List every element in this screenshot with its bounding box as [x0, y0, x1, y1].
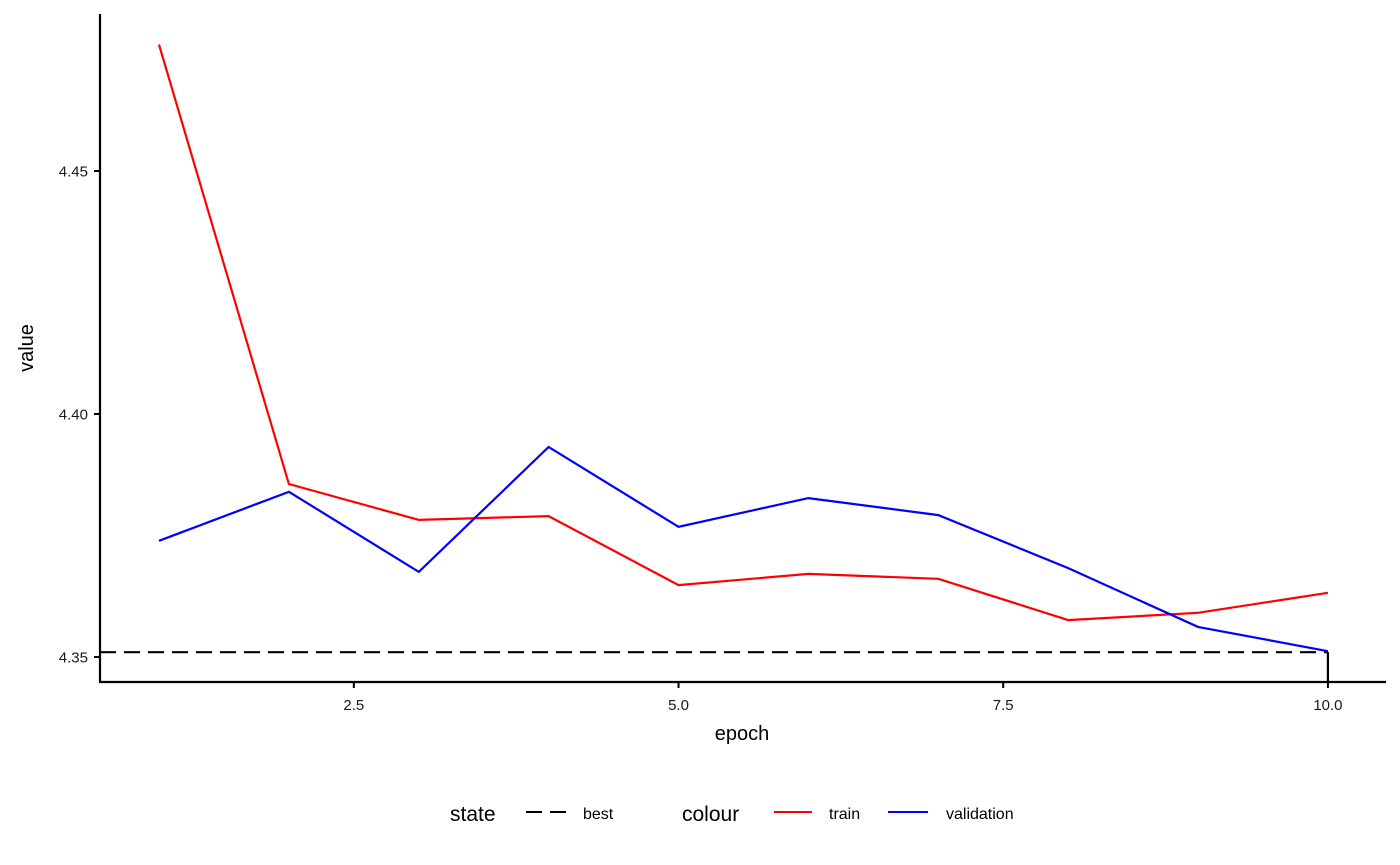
legend-label-train: train: [829, 806, 860, 823]
x-tick-label: 2.5: [343, 697, 364, 714]
best-marker-lines: [100, 651, 1330, 682]
legend-title-state: state: [450, 803, 496, 826]
x-tick-label: 5.0: [668, 697, 689, 714]
legend: state best colour train validation: [450, 803, 1014, 826]
legend-title-colour: colour: [682, 803, 739, 826]
x-axis-title: epoch: [715, 723, 770, 745]
series-line-train: [157, 44, 1329, 622]
y-tick-label: 4.35: [59, 650, 88, 667]
axes: 4.35 4.40 4.45 2.5 5.0 7.5 10.0: [59, 14, 1386, 714]
legend-label-best: best: [583, 806, 614, 823]
y-ticks: 4.35 4.40 4.45: [59, 164, 100, 667]
y-tick-label: 4.40: [59, 407, 88, 424]
y-axis-title: value: [16, 324, 38, 372]
x-tick-label: 10.0: [1313, 697, 1342, 714]
x-ticks: 2.5 5.0 7.5 10.0: [343, 682, 1343, 714]
series-layer: [157, 44, 1329, 653]
legend-label-validation: validation: [946, 806, 1014, 823]
y-tick-label: 4.45: [59, 164, 88, 181]
series-line-validation: [158, 445, 1329, 653]
x-tick-label: 7.5: [993, 697, 1014, 714]
